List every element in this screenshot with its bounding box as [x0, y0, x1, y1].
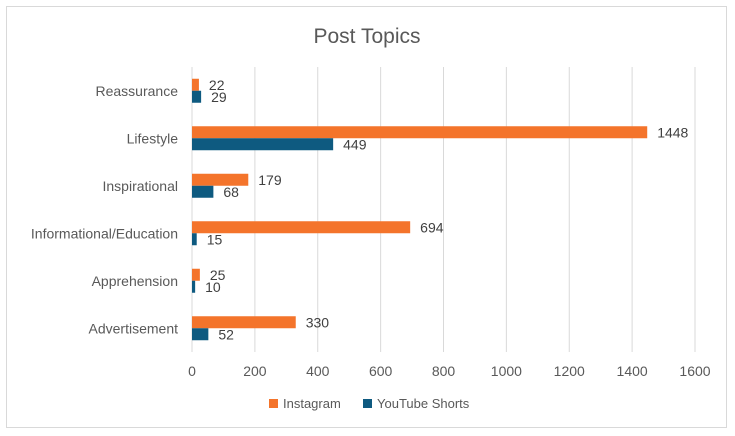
- data-label: 22: [209, 77, 225, 93]
- data-label: 330: [306, 314, 330, 330]
- data-label: 179: [258, 172, 282, 188]
- x-axis-ticks: 0 200 400 600 800 1000 1200 1400 1600: [188, 363, 711, 379]
- legend-label: YouTube Shorts: [377, 396, 470, 411]
- category-labels: Reassurance Lifestyle Inspirational Informa…: [31, 83, 178, 337]
- chart-frame: Post Topics 22 29 1448 449 179 68 694 15 25 10 330…: [6, 6, 727, 428]
- data-label: 449: [343, 136, 367, 152]
- category-label: Inspirational: [103, 178, 179, 194]
- data-label: 29: [211, 89, 227, 105]
- data-label: 68: [223, 184, 239, 200]
- x-tick-label: 1200: [554, 363, 585, 379]
- legend-swatch: [269, 399, 278, 408]
- data-label: 694: [420, 219, 444, 235]
- data-label: 25: [210, 267, 226, 283]
- category-label: Apprehension: [92, 273, 178, 289]
- bar: [192, 126, 648, 139]
- data-label: 15: [207, 231, 223, 247]
- x-tick-label: 800: [432, 363, 456, 379]
- x-tick-label: 600: [369, 363, 393, 379]
- data-label: 10: [205, 279, 221, 295]
- x-tick-label: 1600: [679, 363, 710, 379]
- bar: [192, 233, 197, 246]
- bar: [192, 90, 202, 103]
- category-label: Reassurance: [96, 83, 179, 99]
- bar: [192, 185, 214, 198]
- x-tick-label: 200: [243, 363, 267, 379]
- data-label: 52: [218, 326, 234, 342]
- bar: [192, 78, 199, 91]
- x-tick-label: 0: [188, 363, 196, 379]
- bar: [192, 328, 209, 341]
- legend-label: Instagram: [283, 396, 341, 411]
- x-tick-label: 1000: [491, 363, 522, 379]
- bar: [192, 316, 296, 329]
- chart-title: Post Topics: [314, 25, 421, 48]
- legend: Instagram YouTube Shorts: [269, 396, 470, 411]
- bar: [192, 221, 411, 234]
- category-label: Advertisement: [89, 320, 179, 336]
- x-tick-label: 1400: [617, 363, 648, 379]
- category-label: Informational/Education: [31, 225, 178, 241]
- legend-swatch: [363, 399, 372, 408]
- bar: [192, 280, 196, 293]
- bar: [192, 268, 200, 281]
- data-label: 1448: [657, 124, 688, 140]
- gridlines: [191, 67, 696, 352]
- category-label: Lifestyle: [127, 130, 179, 146]
- x-tick-label: 400: [306, 363, 330, 379]
- bar: [192, 173, 249, 186]
- bar: [192, 138, 334, 151]
